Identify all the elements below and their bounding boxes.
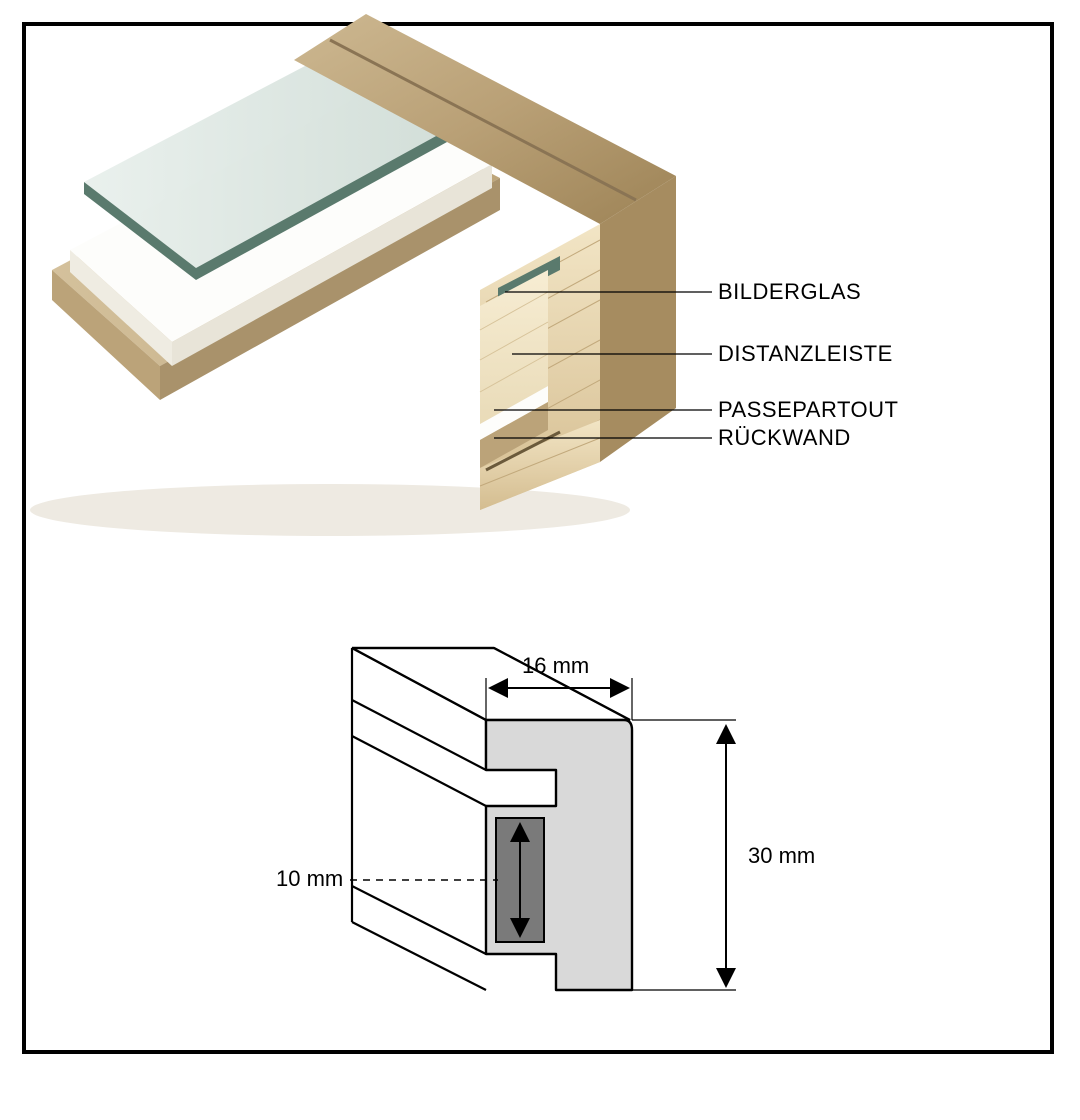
label-rueckwand: RÜCKWAND <box>718 425 851 451</box>
label-bilderglas: BILDERGLAS <box>718 279 861 305</box>
profile-dimension-drawing <box>0 560 1080 1120</box>
dim-width-16mm: 16 mm <box>522 653 589 679</box>
label-distanzleiste: DISTANZLEISTE <box>718 341 893 367</box>
dim-rabbet-10mm: 10 mm <box>276 866 343 892</box>
dim-height-30mm: 30 mm <box>748 843 815 869</box>
label-passepartout: PASSEPARTOUT <box>718 397 898 423</box>
frame-cross-section-illustration <box>0 0 1080 560</box>
